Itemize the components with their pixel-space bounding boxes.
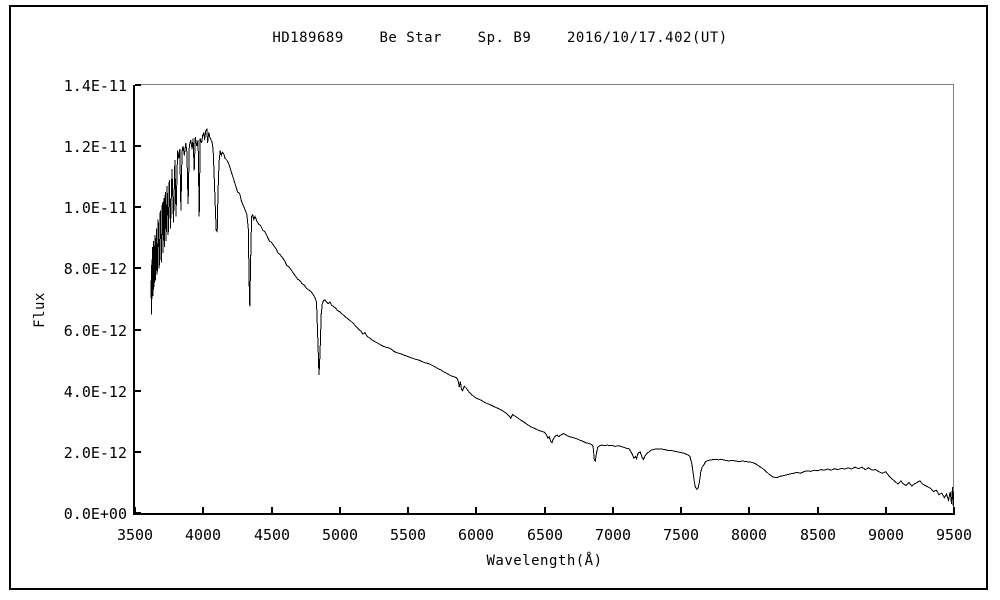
x-axis-tick (748, 507, 750, 513)
y-axis-tick (135, 329, 141, 331)
x-axis-tick (339, 507, 341, 513)
y-axis-tick (135, 206, 141, 208)
plot-frame-top (135, 84, 954, 85)
y-axis-tick-label: 8.0E-12 (63, 260, 127, 278)
y-axis-tick-label: 4.0E-12 (63, 383, 127, 401)
x-axis-tick-label: 5000 (321, 526, 359, 544)
x-axis-tick (544, 507, 546, 513)
spectrum-line (150, 127, 954, 509)
y-axis-label: Flux (32, 292, 48, 328)
plot-frame-right (953, 84, 954, 513)
x-axis-tick-label: 8000 (730, 526, 768, 544)
x-axis-label: Wavelength(Å) (486, 553, 603, 569)
x-axis-tick (953, 507, 955, 513)
x-axis-tick (271, 507, 273, 513)
y-axis-tick-label: 1.0E-11 (63, 199, 127, 217)
y-axis-tick (135, 451, 141, 453)
x-axis-tick (885, 507, 887, 513)
spectrum-plot-area (150, 127, 954, 509)
x-axis-tick-label: 6000 (457, 526, 495, 544)
outer-border (9, 5, 988, 590)
x-axis-tick (407, 507, 409, 513)
y-axis-tick (135, 512, 141, 514)
x-axis-tick-label: 5500 (389, 526, 427, 544)
x-axis-tick-label: 7000 (594, 526, 632, 544)
y-axis-tick (135, 267, 141, 269)
x-axis-tick-label: 4500 (253, 526, 291, 544)
y-axis-tick (135, 145, 141, 147)
x-axis-tick (202, 507, 204, 513)
x-axis-tick-label: 9000 (867, 526, 905, 544)
x-axis-tick (680, 507, 682, 513)
x-axis-tick-label: 3500 (116, 526, 154, 544)
x-axis-tick-label: 6500 (526, 526, 564, 544)
y-axis-tick-label: 2.0E-12 (63, 444, 127, 462)
x-axis-tick-label: 4000 (184, 526, 222, 544)
y-axis-tick-label: 1.4E-11 (63, 77, 127, 95)
x-axis-tick-label: 8500 (799, 526, 837, 544)
x-axis-tick (612, 507, 614, 513)
x-axis-tick (134, 507, 136, 513)
chart-title: HD189689 Be Star Sp. B9 2016/10/17.402(U… (272, 30, 728, 46)
y-axis-tick (135, 390, 141, 392)
x-axis-tick-label: 9500 (935, 526, 973, 544)
y-axis-tick (135, 84, 141, 86)
y-axis-line (133, 85, 135, 515)
x-axis-tick (817, 507, 819, 513)
x-axis-tick (475, 507, 477, 513)
x-axis-line (133, 513, 955, 515)
y-axis-tick-label: 0.0E+00 (63, 505, 127, 523)
y-axis-tick-label: 6.0E-12 (63, 322, 127, 340)
y-axis-tick-label: 1.2E-11 (63, 138, 127, 156)
x-axis-tick-label: 7500 (662, 526, 700, 544)
